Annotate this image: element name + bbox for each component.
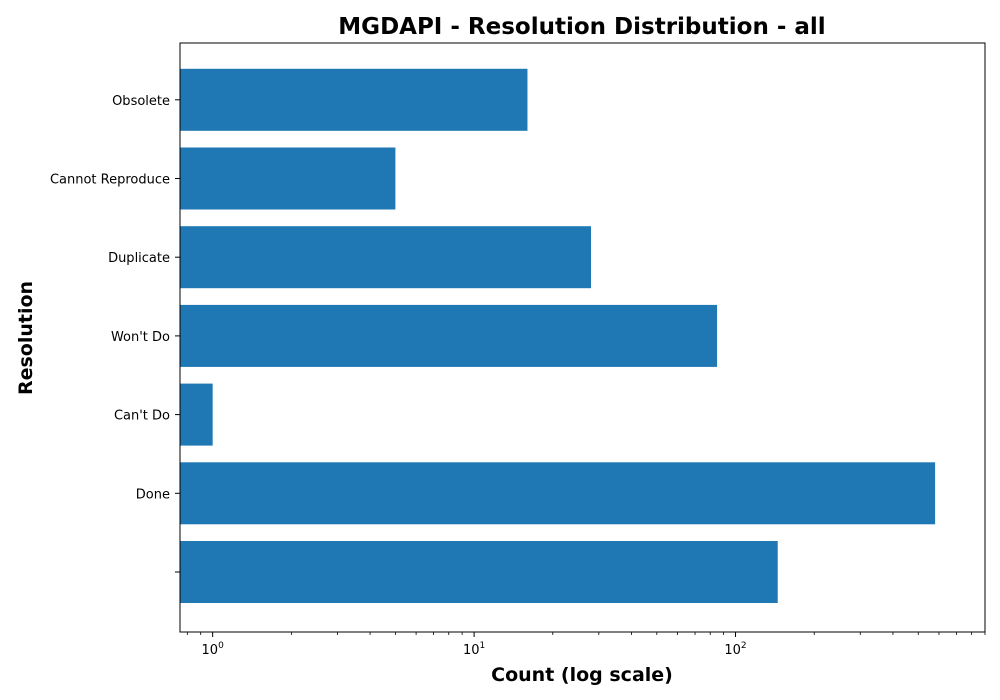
x-axis-label: Count (log scale) <box>491 664 673 686</box>
bar-won-t-do <box>180 305 717 367</box>
bar-obsolete <box>180 69 527 131</box>
y-tick-label: Obsolete <box>112 94 170 109</box>
y-tick-label: Can't Do <box>114 409 170 424</box>
y-tick-label: Done <box>136 487 170 502</box>
bar-can-t-do <box>180 384 213 446</box>
y-tick-label: Duplicate <box>108 251 170 266</box>
x-tick-label: 102 <box>724 641 746 658</box>
x-ticks: 100 101 102 <box>187 632 985 658</box>
y-axis-label: Resolution <box>15 281 37 395</box>
bar-done <box>180 462 935 524</box>
bar-cannot-reproduce <box>180 148 395 210</box>
y-tick-label: Cannot Reproduce <box>50 173 170 188</box>
y-ticks: Done Can't Do Won't Do Duplicate Cannot Repr… <box>50 94 180 572</box>
chart-title: MGDAPI - Resolution Distribution - all <box>338 14 825 40</box>
bar-duplicate <box>180 226 591 288</box>
x-tick-label: 101 <box>463 641 485 658</box>
bars <box>180 69 935 603</box>
y-tick-label: Won't Do <box>111 330 170 345</box>
bar-blank <box>180 541 778 603</box>
x-tick-label: 100 <box>202 641 225 658</box>
